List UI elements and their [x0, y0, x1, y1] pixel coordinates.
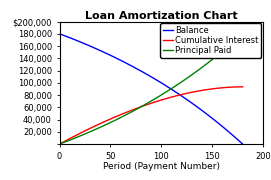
Principal Paid — [209, 59, 213, 62]
Balance — [58, 33, 61, 35]
Cumulative Interest — [240, 86, 243, 88]
Line: Balance: Balance — [60, 34, 243, 144]
Principal Paid — [73, 137, 76, 139]
Legend: Balance, Cumulative Interest, Principal Paid: Balance, Cumulative Interest, Principal … — [160, 23, 261, 58]
Principal Paid — [85, 132, 89, 134]
Balance — [241, 143, 244, 145]
Line: Principal Paid: Principal Paid — [60, 34, 243, 144]
Principal Paid — [145, 102, 149, 105]
Balance — [146, 74, 150, 76]
Principal Paid — [240, 34, 243, 36]
Cumulative Interest — [145, 103, 149, 106]
Principal Paid — [146, 102, 150, 104]
Cumulative Interest — [85, 129, 89, 131]
Cumulative Interest — [209, 88, 213, 90]
Title: Loan Amortization Chart: Loan Amortization Chart — [85, 11, 238, 21]
Balance — [209, 116, 213, 118]
Cumulative Interest — [241, 86, 244, 88]
Cumulative Interest — [58, 143, 61, 145]
Cumulative Interest — [73, 135, 76, 137]
Balance — [145, 73, 149, 75]
Balance — [85, 44, 89, 46]
Balance — [73, 39, 76, 41]
Principal Paid — [241, 33, 244, 35]
X-axis label: Period (Payment Number): Period (Payment Number) — [103, 162, 220, 171]
Line: Cumulative Interest: Cumulative Interest — [60, 87, 243, 144]
Principal Paid — [58, 143, 61, 145]
Balance — [240, 142, 243, 144]
Cumulative Interest — [146, 103, 150, 105]
